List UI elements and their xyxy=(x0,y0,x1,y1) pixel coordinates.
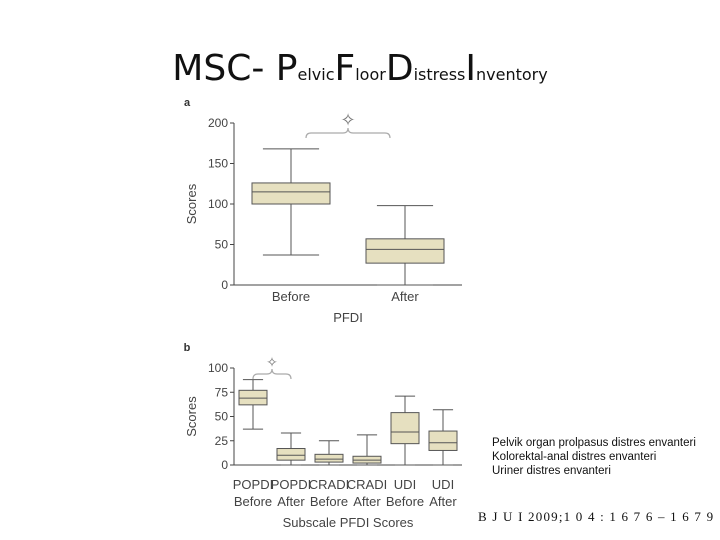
iqr-box xyxy=(390,412,420,445)
category-label: After xyxy=(391,289,419,304)
category-label: CRADI xyxy=(347,477,387,492)
y-tick-label: 50 xyxy=(215,238,229,252)
category-label: Before xyxy=(386,494,424,509)
y-tick-label: 75 xyxy=(215,385,229,399)
title-part: P xyxy=(275,48,298,89)
title-part: I xyxy=(465,48,476,89)
category-label: CRADI xyxy=(309,477,349,492)
iqr-box xyxy=(428,430,458,451)
title-part: D xyxy=(385,48,414,89)
slide-title: MSC- PelvicFloorDistressInventory xyxy=(0,48,720,89)
x-axis-label: PFDI xyxy=(333,310,363,325)
legend-item-cradi: Kolorektal-anal distres envanteri xyxy=(492,451,657,463)
category-label: UDI xyxy=(394,477,416,492)
category-label: After xyxy=(277,494,305,509)
y-tick-label: 100 xyxy=(208,361,228,375)
category-label: After xyxy=(353,494,381,509)
significance-bracket xyxy=(252,368,292,380)
y-tick-label: 50 xyxy=(215,410,229,424)
title-part: nventory xyxy=(475,65,548,84)
iqr-box xyxy=(314,453,344,463)
significance-star-icon: ✧ xyxy=(266,354,278,370)
y-axis-label: Scores xyxy=(184,183,199,224)
y-axis-label: Scores xyxy=(184,396,199,437)
y-tick-label: 0 xyxy=(221,458,228,472)
y-tick-label: 100 xyxy=(208,197,228,211)
legend-item-popdi: Pelvik organ prolpasus distres envanteri xyxy=(492,437,696,449)
citation: B J U I 2009;1 0 4 : 1 6 7 6 – 1 6 7 9 xyxy=(478,509,715,524)
category-label: UDI xyxy=(432,477,454,492)
title-part: loor xyxy=(355,65,386,84)
category-label: After xyxy=(429,494,457,509)
category-label: POPDI xyxy=(233,477,273,492)
significance-star-icon: ✧ xyxy=(340,110,355,130)
category-label: POPDI xyxy=(271,477,311,492)
title-part: F xyxy=(334,48,356,89)
category-label: Before xyxy=(272,289,310,304)
title-part: MSC- xyxy=(172,48,276,89)
y-tick-label: 150 xyxy=(208,157,228,171)
y-tick-label: 200 xyxy=(208,116,228,130)
x-axis-label: Subscale PFDI Scores xyxy=(283,515,414,530)
panel-label: b xyxy=(184,342,191,354)
legend: Pelvik organ prolpasus distres envanteri… xyxy=(492,436,696,478)
y-tick-label: 25 xyxy=(215,434,229,448)
title-part: istress xyxy=(413,65,466,84)
iqr-box xyxy=(276,448,306,461)
iqr-box xyxy=(365,238,445,264)
significance-bracket xyxy=(305,127,391,139)
panel-label: a xyxy=(184,97,191,109)
category-label: Before xyxy=(234,494,272,509)
iqr-box xyxy=(251,182,331,205)
category-label: Before xyxy=(310,494,348,509)
y-tick-label: 0 xyxy=(221,278,228,292)
title-part: elvic xyxy=(297,65,335,84)
legend-item-udi: Uriner distres envanteri xyxy=(492,465,611,477)
